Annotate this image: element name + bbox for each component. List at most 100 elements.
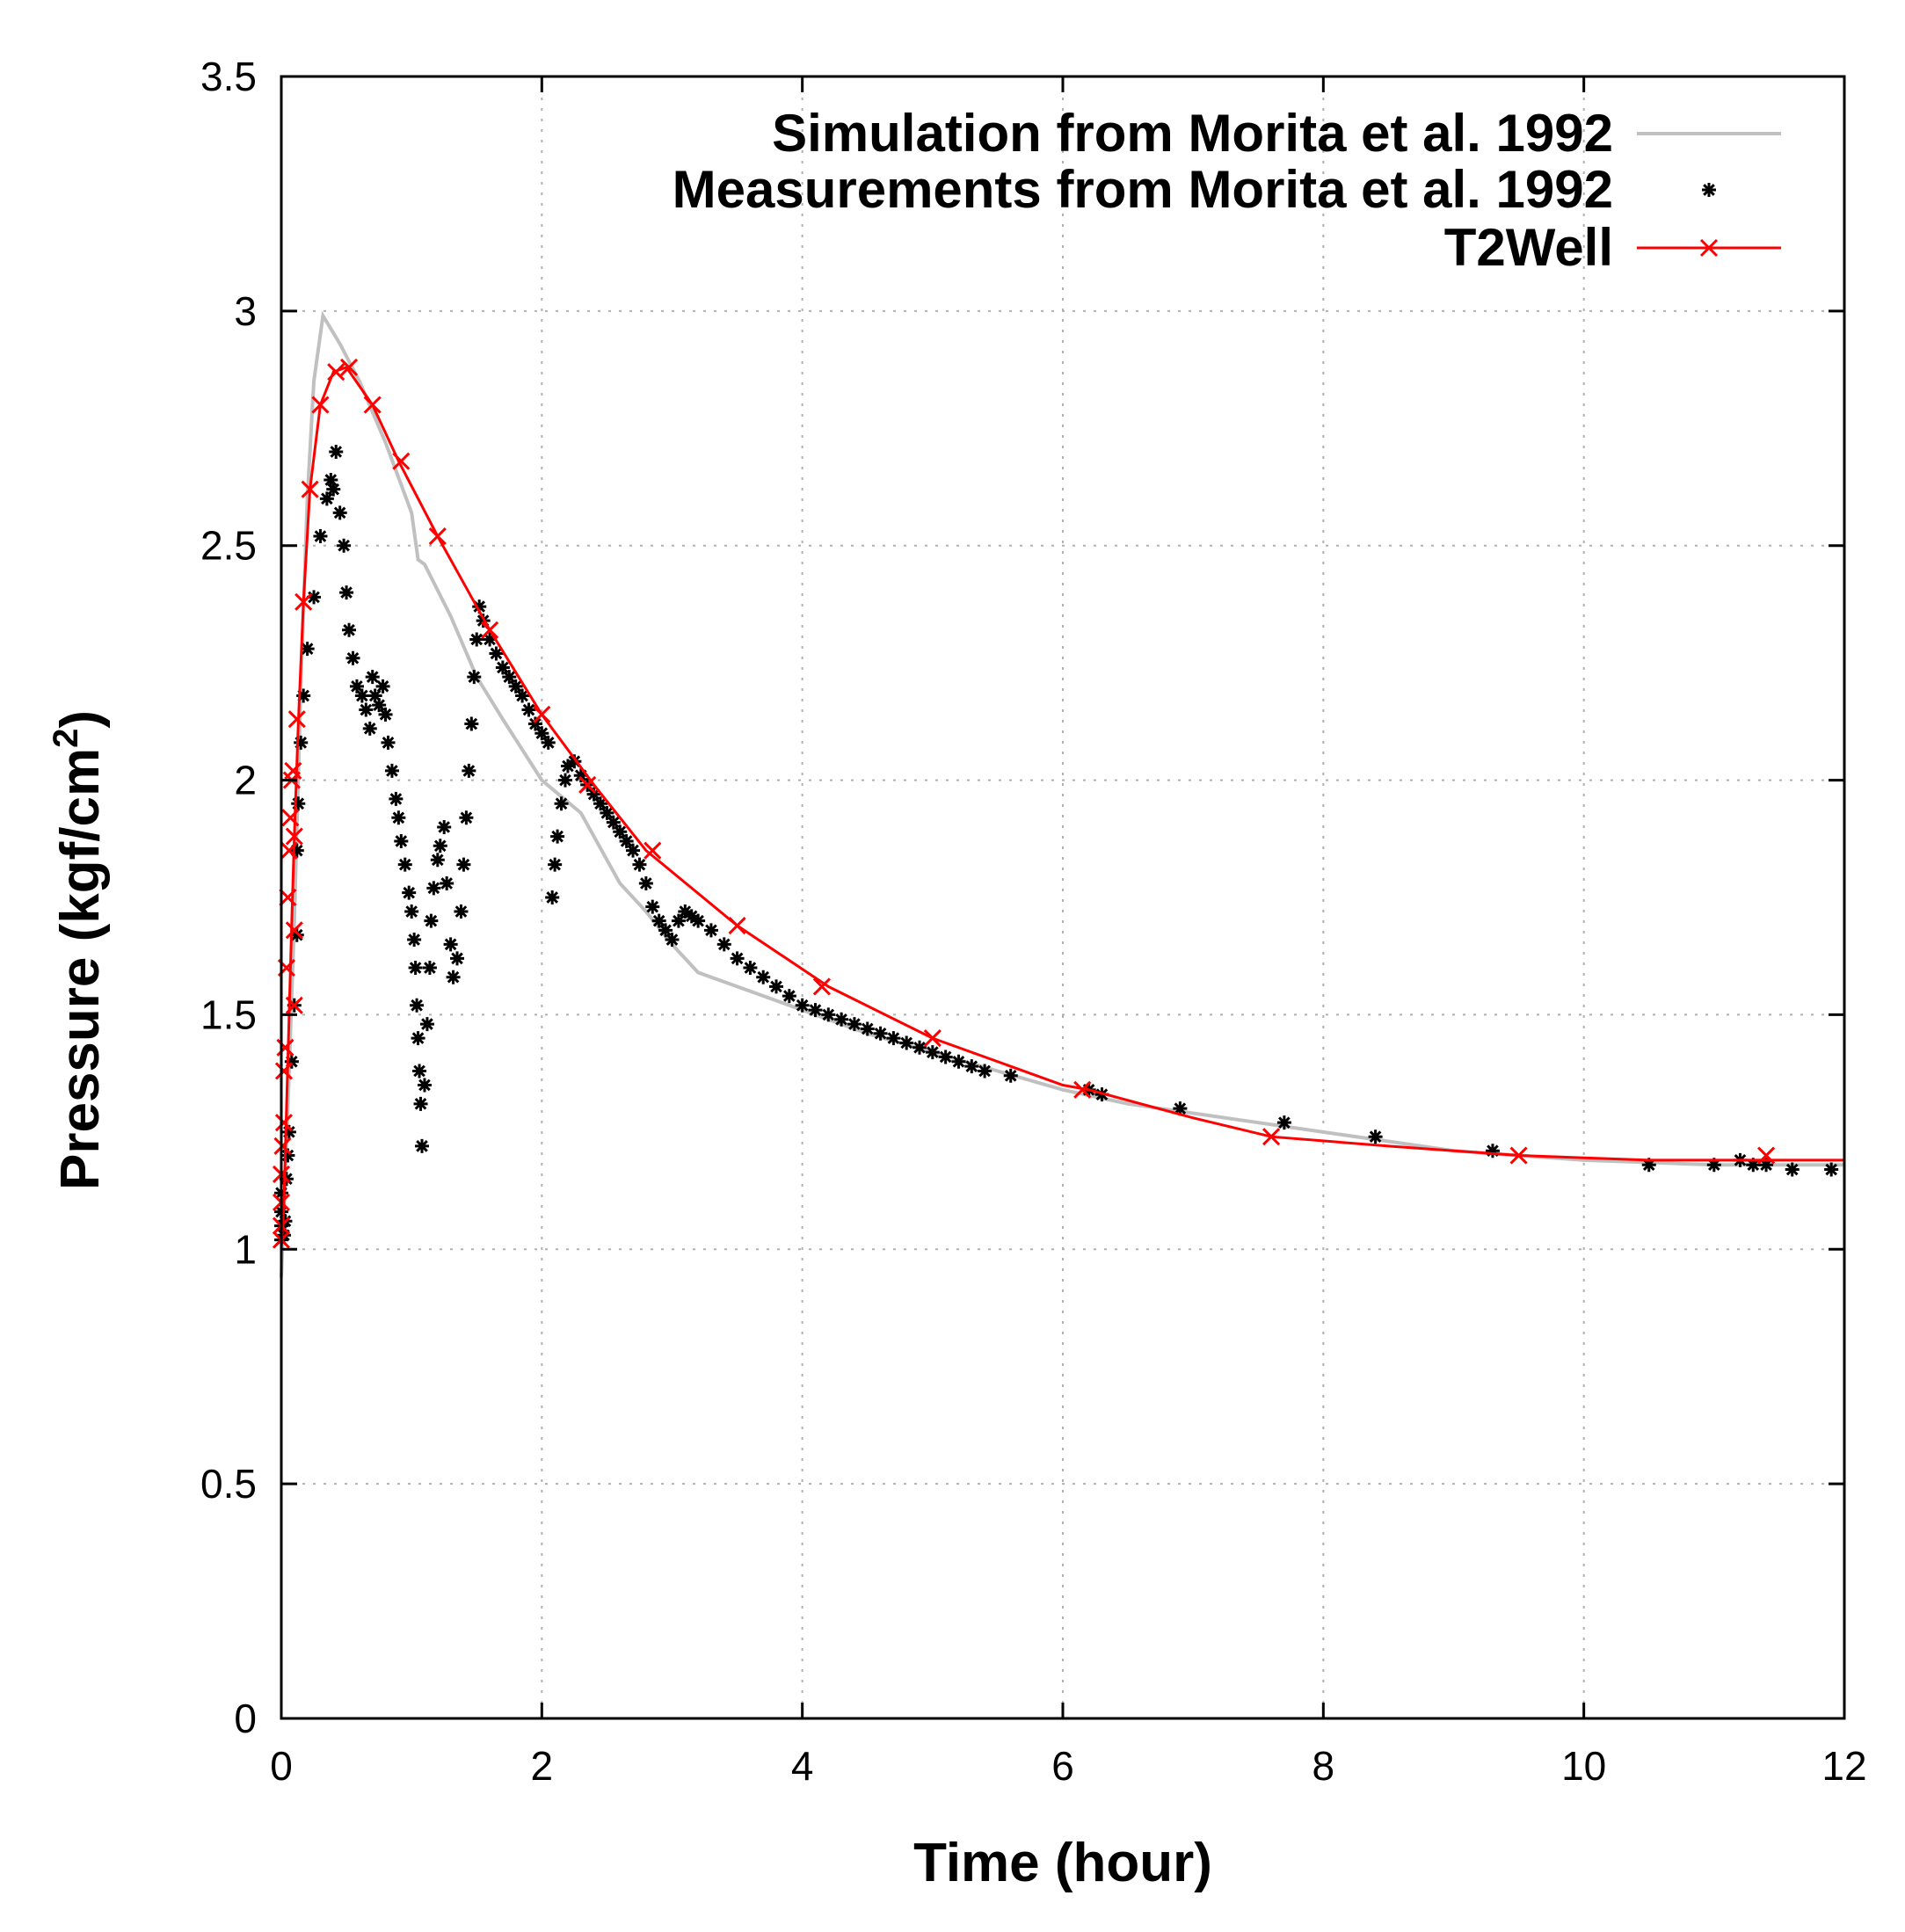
measurement-point <box>550 829 565 844</box>
measurement-point <box>378 707 393 722</box>
measurement-point <box>795 998 810 1013</box>
measurement-point <box>554 796 569 811</box>
measurement-point <box>534 726 549 741</box>
measurement-point <box>508 679 523 694</box>
measurement-point <box>925 1045 940 1060</box>
measurement-point <box>913 1040 927 1055</box>
measurement-point <box>367 688 382 703</box>
measurement-point <box>545 890 560 904</box>
x-tick-label: 0 <box>270 1743 293 1789</box>
measurement-point <box>619 833 634 848</box>
measurement-point <box>450 951 465 966</box>
measurement-point <box>613 824 628 839</box>
measurement-point <box>678 904 693 919</box>
measurement-point <box>586 787 601 802</box>
t2well-marker <box>274 1114 294 1132</box>
t2well-marker <box>327 363 345 381</box>
measurement-point <box>964 1059 979 1074</box>
t2well-marker <box>533 705 551 723</box>
y-tick-label: 1 <box>234 1226 257 1272</box>
t2well-marker <box>294 592 313 611</box>
t2well-marker <box>301 480 319 498</box>
grid <box>281 76 1844 1718</box>
measurement-point <box>389 791 404 806</box>
measurement-point <box>339 585 354 600</box>
measurement-point <box>671 913 686 928</box>
series-1 <box>280 310 1844 1278</box>
t2well-marker <box>923 1029 942 1048</box>
measurement-point <box>307 590 322 605</box>
measurement-point <box>459 810 474 825</box>
simulation-line <box>280 310 1844 1278</box>
measurement-point <box>419 1017 434 1032</box>
measurement-point <box>397 857 412 872</box>
t2well-marker <box>276 1038 294 1057</box>
t2well-marker <box>284 761 302 780</box>
t2well-marker <box>812 977 831 996</box>
t2well-marker <box>1073 1080 1092 1099</box>
measurement-point <box>691 913 706 928</box>
measurement-point <box>978 1064 992 1079</box>
x-axis-title: Time (hour) <box>913 1833 1212 1893</box>
axis-ticks: 0 2 4 6 8 10 12 0 0.5 1 1.5 2 2.5 3 3.5 <box>200 54 1867 1789</box>
measurement-point <box>362 721 377 736</box>
measurement-point <box>1173 1101 1188 1116</box>
x-tick-label: 10 <box>1561 1743 1606 1789</box>
y-tick-label: 0.5 <box>200 1461 257 1507</box>
measurement-point <box>860 1021 875 1036</box>
measurement-point <box>426 881 441 896</box>
measurement-point <box>873 1026 888 1041</box>
t2well-marker <box>285 921 303 940</box>
measurement-point <box>342 622 357 637</box>
measurement-point <box>281 1124 296 1139</box>
series-3 <box>272 358 1844 1250</box>
y-tick-label: 1.5 <box>200 991 257 1037</box>
measurement-point <box>354 688 369 703</box>
measurement-point <box>381 735 396 750</box>
measurement-point <box>951 1054 966 1069</box>
measurement-point <box>1746 1158 1761 1173</box>
measurement-point <box>899 1035 914 1050</box>
measurement-point <box>296 688 311 703</box>
measurement-point <box>515 688 530 703</box>
measurement-point <box>408 961 423 976</box>
measurement-point <box>372 698 387 713</box>
measurement-point <box>345 650 360 665</box>
measurement-point <box>743 961 758 976</box>
measurement-point <box>462 763 476 778</box>
measurement-point <box>402 885 417 900</box>
measurement-point <box>332 505 347 520</box>
measurement-point <box>1759 1158 1774 1173</box>
measurement-point <box>412 1064 427 1079</box>
measurement-point <box>384 763 399 778</box>
t2well-marker <box>578 775 597 794</box>
measurement-point <box>703 923 718 938</box>
measurement-point <box>375 679 390 694</box>
measurement-point <box>291 796 306 811</box>
measurement-point <box>1368 1129 1383 1144</box>
legend-sample-measurements <box>1702 183 1716 197</box>
measurement-point <box>1641 1158 1656 1173</box>
t2well-marker <box>643 841 662 860</box>
t2well-marker <box>281 809 300 827</box>
measurement-point <box>886 1031 901 1046</box>
measurement-point <box>821 1007 836 1022</box>
measurement-point <box>411 1031 425 1046</box>
measurement-point <box>548 857 563 872</box>
x-tick-label: 4 <box>791 1743 814 1789</box>
measurement-point <box>329 444 344 459</box>
y-tick-label: 3.5 <box>200 54 257 99</box>
measurement-point <box>365 670 380 685</box>
measurement-point <box>1824 1162 1839 1177</box>
measurement-point <box>469 632 484 647</box>
measurement-point <box>782 989 796 1004</box>
measurement-point <box>467 670 482 685</box>
t2well-marker <box>1509 1146 1528 1165</box>
measurement-point <box>443 937 458 952</box>
measurement-point <box>359 702 374 717</box>
y-tick-label: 2.5 <box>200 523 257 569</box>
measurement-point <box>541 735 556 750</box>
legend-sample-t2well-marker <box>1699 238 1719 258</box>
measurement-point <box>433 839 447 853</box>
x-tick-label: 8 <box>1312 1743 1335 1789</box>
